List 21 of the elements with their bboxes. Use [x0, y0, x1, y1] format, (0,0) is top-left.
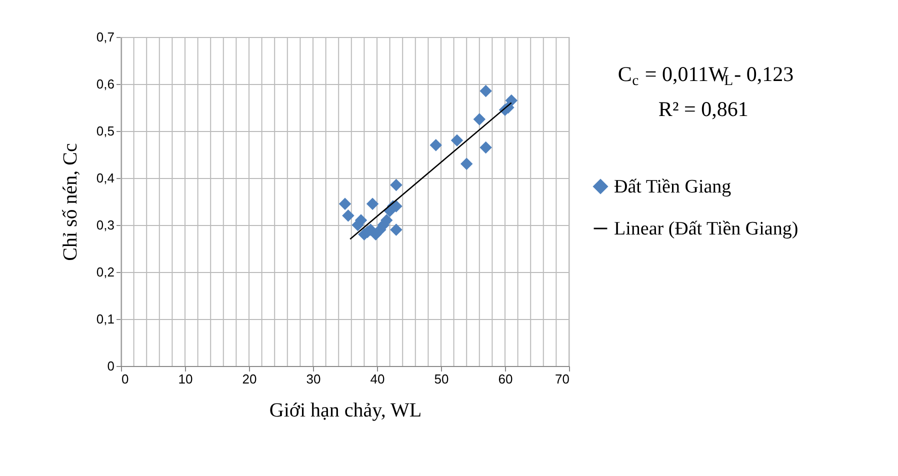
y-tick-label: 0 — [107, 358, 114, 374]
x-tick-label: 50 — [434, 372, 449, 386]
y-tick-label: 0,5 — [96, 124, 114, 138]
y-axis-title: Chỉ số nén, Cc — [59, 142, 82, 261]
x-tick-label: 20 — [242, 372, 257, 386]
y-tick-label: 0,3 — [96, 218, 114, 232]
x-axis-title: Giới hạn chảy, WL — [269, 400, 422, 422]
y-tick-label: 0,1 — [96, 312, 114, 326]
y-tick-label: 0,7 — [96, 30, 114, 44]
legend-label: Linear (Đất Tiền Giang) — [614, 218, 798, 240]
x-tick-label: 10 — [178, 372, 193, 386]
y-tick-label: 0,4 — [96, 170, 114, 186]
x-tick-label: 60 — [498, 372, 513, 386]
y-tick-label: 0,2 — [96, 264, 114, 280]
text: R² = 0,861 — [658, 97, 748, 121]
x-tick-label: 30 — [306, 372, 321, 386]
legend-label: Đất Tiền Giang — [614, 176, 732, 198]
x-tick-label: 70 — [555, 372, 570, 386]
x-tick-label: 0 — [122, 372, 129, 386]
y-tick-label: 0,6 — [96, 76, 114, 92]
x-tick-label: 40 — [370, 372, 385, 386]
